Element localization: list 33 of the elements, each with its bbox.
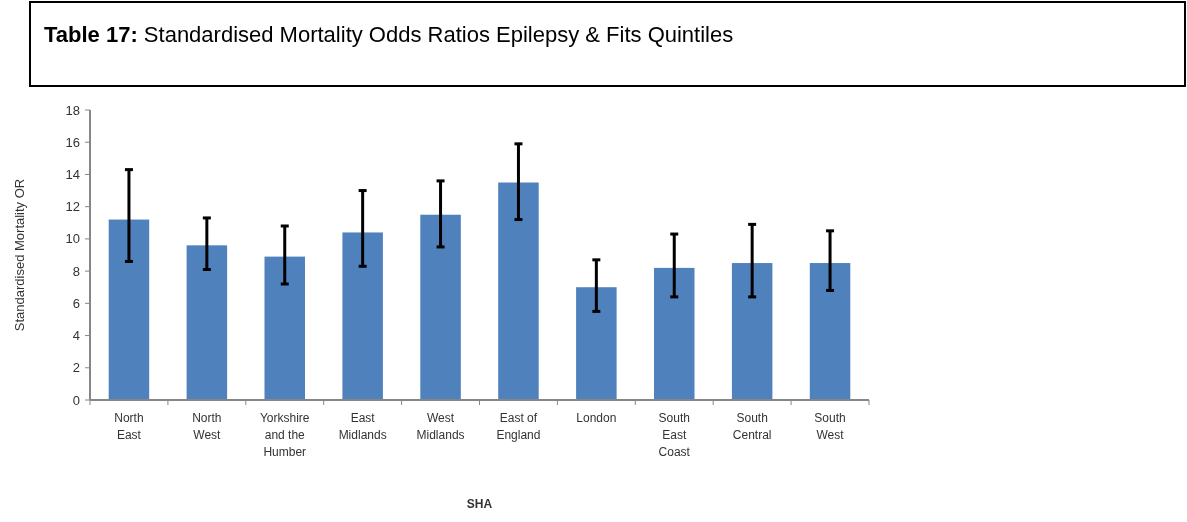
chart-title: Table 17: Standardised Mortality Odds Ratios Epilepsy & Fits Quintiles [44,22,734,47]
bar [731,263,773,400]
y-tick-label: 2 [72,360,80,376]
x-tick-label: East Midlands [338,411,387,442]
x-tick-label: West Midlands [416,411,465,442]
bar [264,256,305,400]
x-tick-label: Yorkshire and the Humber [259,411,310,459]
y-tick-label: 6 [72,295,80,311]
y-tick-label: 0 [72,392,80,408]
x-tick-label: South East Coast [658,411,691,459]
x-tick-label: South West [814,411,846,442]
x-tick-label: North East [114,411,144,442]
y-tick-label: 14 [65,166,80,182]
bar [108,219,150,400]
bar [654,267,695,400]
x-tick-label: South Central [732,411,772,442]
y-tick-label: 8 [72,263,80,279]
y-tick-label: 4 [72,328,80,344]
y-tick-label: 12 [65,199,80,215]
x-tick-label: East of England [496,411,541,442]
bar [498,182,539,400]
y-axis-title: Standardised Mortality OR [12,178,27,332]
bar [809,263,851,400]
bar [420,214,461,400]
y-tick-label: 18 [65,102,80,118]
x-axis-title: SHA [466,497,493,511]
bar [576,287,617,400]
y-tick-label: 10 [65,231,80,247]
x-tick-label: North West [192,411,222,442]
bar [186,245,228,400]
y-tick-label: 16 [65,134,80,150]
bar [342,232,383,400]
x-tick-label: London [576,411,617,425]
